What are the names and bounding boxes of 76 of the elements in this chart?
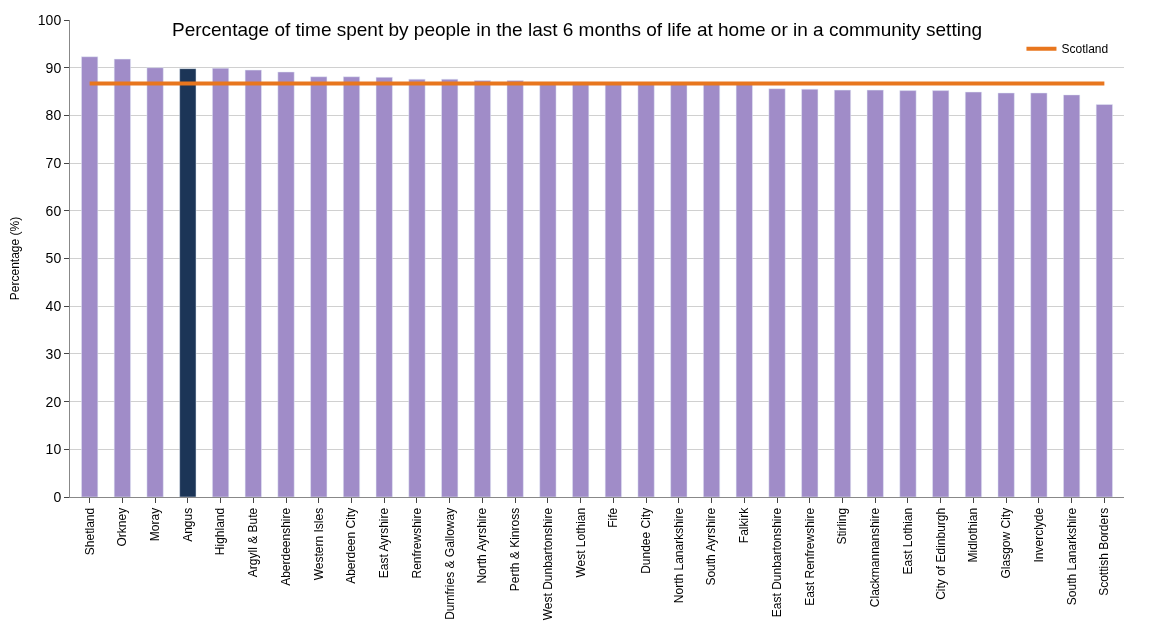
x-tick-label: East Ayrshire: [377, 507, 392, 579]
x-tick-label: East Renfrewshire: [802, 507, 817, 606]
bar: [179, 68, 197, 497]
x-tick-label: Fife: [606, 507, 621, 528]
bar: [1095, 104, 1113, 497]
x-tick-label: Highland: [213, 507, 228, 556]
bar: [146, 67, 164, 497]
x-tick-label: South Ayrshire: [704, 507, 719, 586]
y-tick-label: 70: [45, 155, 62, 171]
bar: [834, 89, 851, 497]
x-tick-label: Aberdeen City: [344, 507, 359, 584]
x-tick-label: Midlothian: [966, 507, 981, 563]
x-tick-label: West Lothian: [573, 507, 588, 578]
x-tick-label: North Lanarkshire: [671, 507, 686, 604]
bar: [899, 90, 917, 497]
bar: [310, 76, 328, 497]
x-tick-label: Perth & Kinross: [508, 507, 523, 592]
y-tick-label: 100: [37, 11, 62, 28]
y-tick-label: 50: [45, 250, 62, 267]
bar: [670, 82, 688, 497]
x-tick-label: Scottish Borders: [1097, 507, 1112, 596]
bar: [81, 56, 99, 497]
bar: [113, 58, 131, 497]
x-tick-label: East Lothian: [900, 507, 915, 575]
x-tick-label: Stirling: [835, 507, 850, 545]
y-tick-label: 40: [45, 298, 62, 315]
y-tick-label: 60: [45, 202, 62, 219]
bar: [801, 88, 819, 497]
bar: [866, 89, 884, 497]
bar: [441, 78, 459, 497]
y-tick-label: 10: [45, 441, 62, 458]
bar: [212, 67, 229, 497]
bar: [1030, 92, 1048, 497]
bar: [932, 90, 950, 497]
x-tick-label: Dundee City: [639, 507, 653, 574]
x-tick-label: Falkirk: [737, 506, 752, 544]
x-tick-label: Moray: [148, 507, 163, 542]
bar: [768, 88, 786, 497]
x-tick-label: Inverclyde: [1031, 507, 1046, 563]
x-tick-label: City of Edinburgh: [933, 507, 948, 600]
legend-label: Scotland: [1061, 42, 1109, 57]
bar: [1063, 94, 1081, 497]
x-tick-label: East Dunbartonshire: [769, 507, 784, 618]
bar: [244, 69, 262, 497]
x-tick-label: Dumfries & Galloway: [442, 507, 457, 620]
bar: [506, 80, 524, 497]
bar: [277, 71, 295, 497]
bar: [735, 82, 753, 497]
y-tick-label: 30: [45, 345, 62, 362]
y-tick-label: 20: [45, 393, 62, 410]
chart-title: Percentage of time spent by people in the last 6 months of life at home or in a community setting: [171, 18, 983, 40]
bar: [637, 82, 655, 497]
x-tick-label: Clackmannanshire: [868, 507, 883, 608]
bar: [965, 91, 982, 497]
bar: [408, 78, 426, 497]
y-tick-label: 80: [45, 107, 62, 124]
x-tick-label: Glasgow City: [999, 507, 1014, 579]
y-axis-title: Percentage (%): [8, 216, 23, 301]
bar: [343, 76, 360, 497]
x-tick-label: South Lanarkshire: [1064, 507, 1079, 606]
bar: [474, 80, 491, 497]
y-tick-label: 0: [53, 488, 62, 505]
x-tick-label: Aberdeenshire: [278, 507, 293, 586]
x-tick-label: Renfrewshire: [409, 507, 424, 579]
y-tick-label: 90: [45, 59, 62, 76]
bar: [375, 76, 393, 497]
bar: [997, 92, 1015, 497]
x-tick-label: Shetland: [82, 507, 97, 556]
x-tick-label: Orkney: [115, 507, 130, 547]
x-tick-label: Western Isles: [311, 507, 326, 581]
x-tick-label: North Ayrshire: [475, 507, 490, 584]
x-tick-label: Argyll & Bute: [246, 507, 261, 578]
bar: [604, 82, 622, 497]
x-tick-label: Angus: [180, 507, 195, 542]
bar: [703, 82, 720, 497]
x-tick-label: West Dunbartonshire: [540, 507, 555, 621]
